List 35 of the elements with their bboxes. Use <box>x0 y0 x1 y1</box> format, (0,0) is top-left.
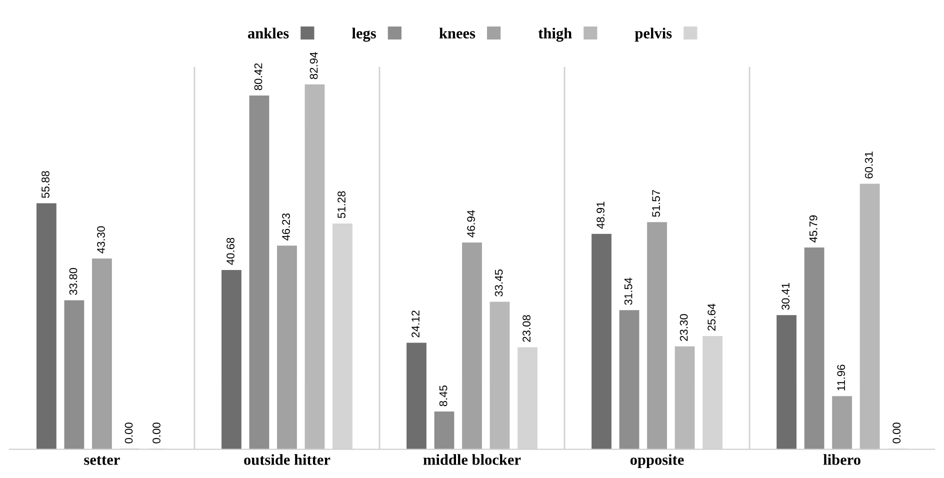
data-label: 60.31 <box>864 152 873 178</box>
data-label: 43.30 <box>97 226 105 254</box>
data-label: 23.30 <box>680 314 688 341</box>
x-tick-label: libero <box>823 454 860 465</box>
data-label: 40.68 <box>226 238 234 265</box>
data-label: 0.00 <box>152 422 160 444</box>
data-label: 80.42 <box>254 63 262 90</box>
data-label: 51.57 <box>652 190 660 217</box>
data-label: 8.45 <box>439 386 448 406</box>
data-label: 0.00 <box>892 422 901 444</box>
data-label: 23.08 <box>522 315 530 342</box>
data-label: 25.64 <box>708 304 716 331</box>
data-label: 46.23 <box>282 213 290 241</box>
x-tick-label: outside hitter <box>244 454 330 465</box>
data-label: 31.54 <box>624 278 632 305</box>
x-tick-label: setter <box>84 456 120 465</box>
legend-label: thigh <box>538 28 572 42</box>
data-label: 51.28 <box>338 191 346 218</box>
data-label: 11.96 <box>837 364 846 390</box>
legend-label: pelvis <box>634 28 672 42</box>
data-label: 33.45 <box>494 270 503 296</box>
legend-label: legs <box>352 28 376 42</box>
data-label: 82.94 <box>310 52 318 80</box>
legend-label: ankles <box>248 28 289 38</box>
data-label: 46.94 <box>467 210 475 238</box>
legend-label: knees <box>439 28 476 38</box>
data-label: 55.88 <box>42 171 50 198</box>
data-label: 33.80 <box>69 268 78 295</box>
data-label: 48.91 <box>596 202 604 229</box>
data-label: 30.41 <box>782 282 790 310</box>
x-tick-label: opposite <box>630 454 684 468</box>
data-label: 0.00 <box>124 422 133 444</box>
data-label: 45.79 <box>809 215 818 242</box>
data-label: 24.12 <box>412 310 420 338</box>
x-tick-label: middle blocker <box>423 454 521 465</box>
